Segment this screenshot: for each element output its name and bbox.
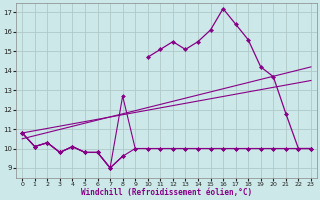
X-axis label: Windchill (Refroidissement éolien,°C): Windchill (Refroidissement éolien,°C) — [81, 188, 252, 197]
